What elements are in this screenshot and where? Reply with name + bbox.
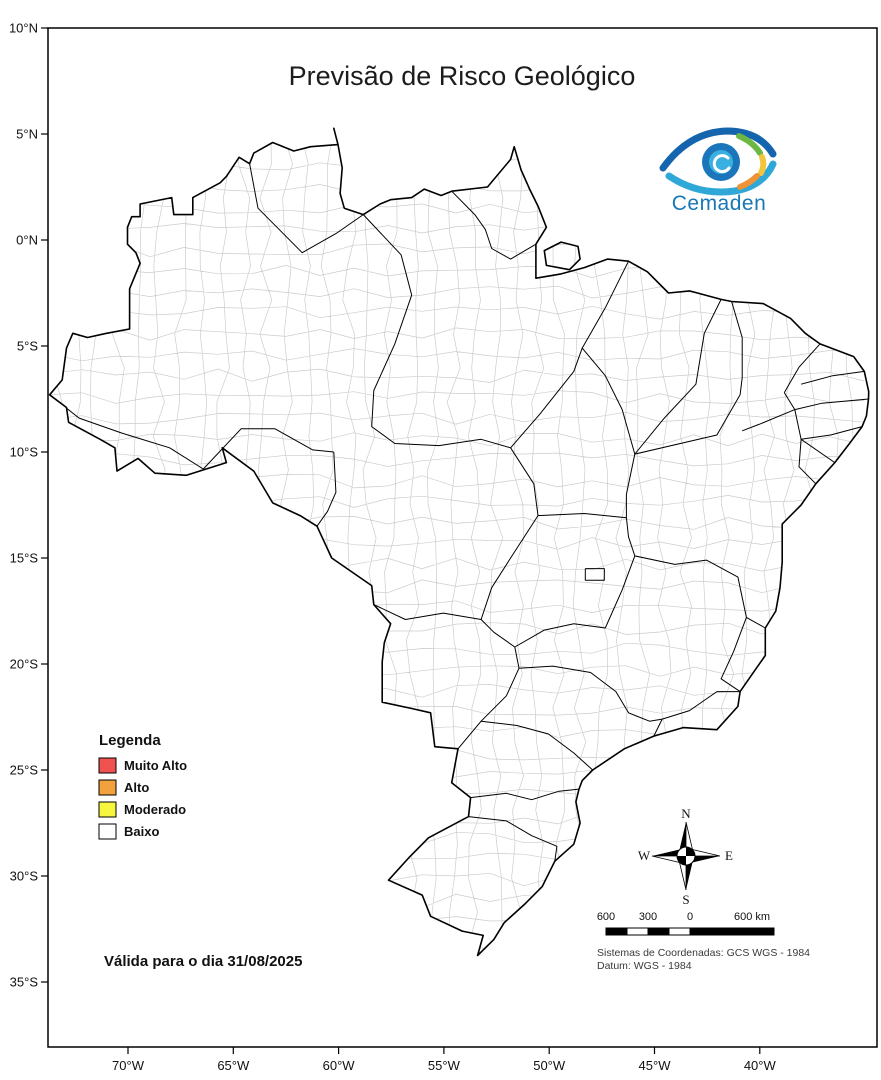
lat-tick-label: 5°N [16, 127, 38, 142]
lat-tick-label: 15°S [10, 551, 39, 566]
state-border [800, 438, 836, 464]
logo-yellow-arc [758, 154, 767, 176]
compass-east-label: E [725, 848, 733, 863]
lat-tick-label: 20°S [10, 657, 39, 672]
compass-west-label: W [638, 848, 651, 863]
lat-tick-label: 0°N [16, 233, 38, 248]
state-border [794, 409, 863, 440]
scale-cell [668, 927, 691, 936]
state-border [518, 665, 663, 722]
lon-tick-label: 40°W [744, 1058, 777, 1073]
legend: Legenda Muito Alto Alto Moderado Baixo [98, 732, 187, 840]
state-border [800, 370, 865, 385]
map-title: Previsão de Risco Geológico [289, 61, 636, 91]
compass-north-label: N [681, 806, 691, 821]
state-border [451, 190, 537, 260]
legend-label-alto: Alto [124, 780, 149, 795]
state-border [480, 447, 539, 620]
lon-tick-label: 65°W [217, 1058, 250, 1073]
logo-eye-lower-arc [665, 160, 777, 196]
cemaden-logo: Cemaden [659, 127, 777, 215]
lon-tick-label: 50°W [533, 1058, 566, 1073]
state-border [371, 390, 511, 449]
state-border [634, 555, 766, 629]
state-border [584, 568, 605, 581]
legend-swatch-muito-alto [98, 757, 117, 774]
logo-green-arc [736, 133, 763, 156]
lat-tick-label: 5°S [17, 339, 38, 354]
state-border [480, 619, 516, 648]
state-border [510, 260, 629, 449]
state-border [662, 691, 741, 720]
legend-swatch-baixo [98, 823, 117, 840]
logo-text: Cemaden [672, 192, 767, 215]
state-border [457, 646, 520, 750]
crs-line-2: Datum: WGS - 1984 [597, 960, 692, 972]
scale-cell [626, 927, 649, 936]
compass-south-label: S [682, 892, 689, 907]
compass-hub-sw [677, 856, 686, 865]
legend-label-muito-alto: Muito Alto [124, 758, 187, 773]
state-border [537, 513, 627, 519]
state-border [249, 163, 364, 254]
logo-eye-upper-arc [659, 127, 777, 172]
lon-tick-label: 45°W [639, 1058, 672, 1073]
scale-tick-300: 300 [639, 911, 657, 923]
scale-cell [690, 928, 774, 935]
scale-tick-600km: 600 km [734, 911, 770, 923]
validity-text: Válida para o dia 31/08/2025 [104, 953, 302, 970]
scale-bar: 600 300 0 600 km [597, 911, 775, 936]
lat-tick-label: 25°S [10, 763, 39, 778]
country-outline [48, 127, 870, 957]
crs-line-1: Sistemas de Coordenadas: GCS WGS - 1984 [597, 947, 810, 959]
state-border [653, 718, 663, 737]
state-border [470, 788, 580, 801]
legend-swatch-alto [98, 779, 117, 796]
state-border [634, 394, 741, 455]
scale-bar-outline [605, 927, 775, 936]
state-border [49, 394, 204, 470]
compass-hub-ne [686, 847, 695, 856]
lon-tick-label: 60°W [323, 1058, 356, 1073]
legend-title: Legenda [99, 732, 161, 749]
legend-label-baixo: Baixo [124, 824, 159, 839]
lon-tick-label: 55°W [428, 1058, 461, 1073]
state-border [362, 214, 413, 391]
compass-rose: N S W E [638, 806, 733, 907]
state-border [783, 343, 821, 393]
lat-tick-label: 10°S [10, 445, 39, 460]
state-border [798, 439, 817, 485]
graticule-ticks: 10°N 5°N 0°N 5°S 10°S 15°S 20°S 25°S 30°S 35°S 70°… [9, 21, 777, 1074]
scale-tick-0: 0 [687, 911, 693, 923]
legend-swatch-moderado [98, 801, 117, 818]
legend-label-moderado: Moderado [124, 802, 186, 817]
state-border [783, 392, 869, 411]
state-border [373, 604, 482, 620]
state-border [468, 816, 558, 862]
lon-tick-label: 70°W [112, 1058, 145, 1073]
lat-tick-label: 30°S [10, 869, 39, 884]
scale-cell [606, 928, 627, 935]
logo-e-swirl [712, 154, 731, 174]
state-border [481, 720, 594, 771]
state-border [731, 301, 743, 395]
country-fill [49, 128, 869, 956]
state-border [202, 428, 334, 470]
state-border [720, 617, 747, 693]
state-border [634, 299, 722, 455]
state-border [625, 517, 636, 557]
state-border [514, 555, 636, 648]
state-border [581, 347, 636, 518]
brazil-geometry [48, 127, 870, 957]
logo-orange-arc [737, 173, 760, 190]
scale-tick-600: 600 [597, 911, 615, 923]
scale-cell [648, 928, 669, 935]
state-border [316, 451, 337, 527]
state-border [742, 409, 795, 432]
lat-tick-label: 35°S [10, 975, 39, 990]
lat-tick-label: 10°N [9, 21, 38, 36]
